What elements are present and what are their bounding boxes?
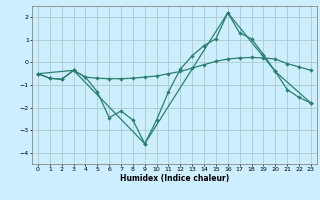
X-axis label: Humidex (Indice chaleur): Humidex (Indice chaleur) [120,174,229,183]
